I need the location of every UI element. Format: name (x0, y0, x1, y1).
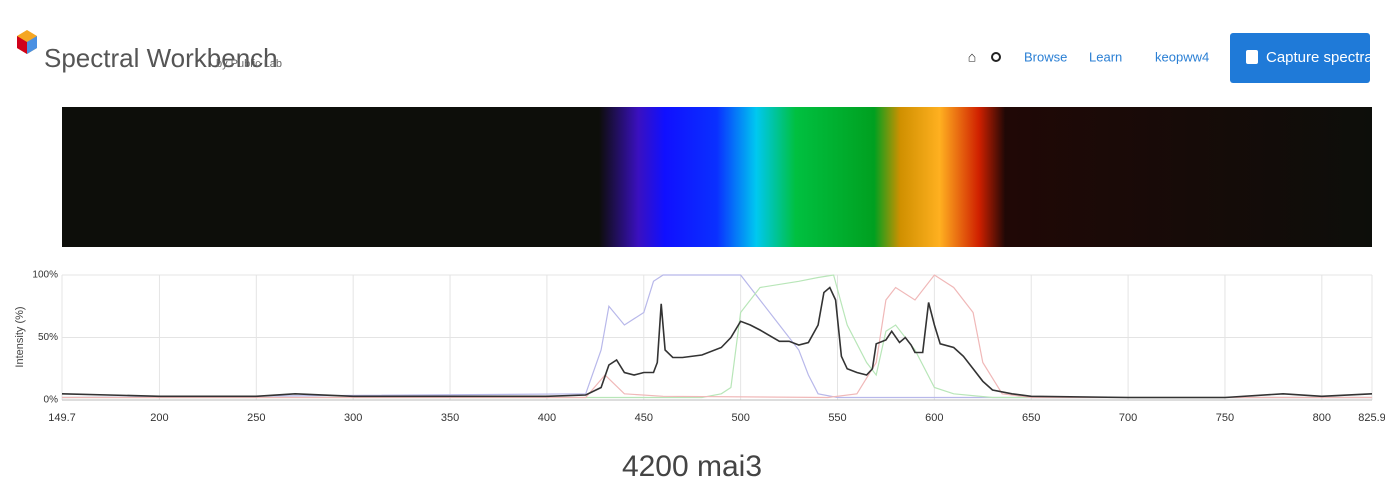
x-tick-label: 149.7 (48, 412, 76, 424)
page: Spectral Workbench by Public Lab ⌂ Brows… (0, 0, 1385, 496)
x-tick-label: 450 (635, 412, 653, 424)
x-tick-label: 700 (1119, 412, 1137, 424)
x-tick-label: 600 (925, 412, 943, 424)
x-tick-label: 300 (344, 412, 362, 424)
home-icon[interactable]: ⌂ (968, 49, 976, 65)
button-label[interactable]: Capture spectra (1266, 49, 1373, 66)
nav-link[interactable]: keopww4 (1155, 49, 1209, 64)
spectrum-image (62, 107, 1372, 247)
x-tick-label: 500 (731, 412, 749, 424)
camera-icon (1246, 50, 1258, 64)
x-tick-label: 350 (441, 412, 459, 424)
y-tick-label: 0% (44, 395, 59, 406)
y-tick-label: 50% (38, 332, 58, 343)
chart-title: 4200 mai3 (622, 450, 762, 483)
x-tick-label: 250 (247, 412, 265, 424)
x-tick-label: 825.9 (1358, 412, 1385, 424)
nav-link[interactable]: Learn (1089, 49, 1122, 64)
x-tick-label: 550 (828, 412, 846, 424)
y-tick-label: 100% (32, 270, 58, 281)
x-tick-label: 800 (1313, 412, 1331, 424)
y-axis-label: Intensity (%) (14, 306, 26, 367)
brand-sub[interactable]: by Public Lab (216, 58, 282, 70)
x-tick-label: 400 (538, 412, 556, 424)
nav-link[interactable]: Browse (1024, 49, 1067, 64)
x-tick-label: 200 (150, 412, 168, 424)
x-tick-label: 750 (1216, 412, 1234, 424)
x-tick-label: 650 (1022, 412, 1040, 424)
screen: Spectral Workbench by Public Lab ⌂ Brows… (0, 0, 1385, 496)
background (0, 0, 1385, 496)
